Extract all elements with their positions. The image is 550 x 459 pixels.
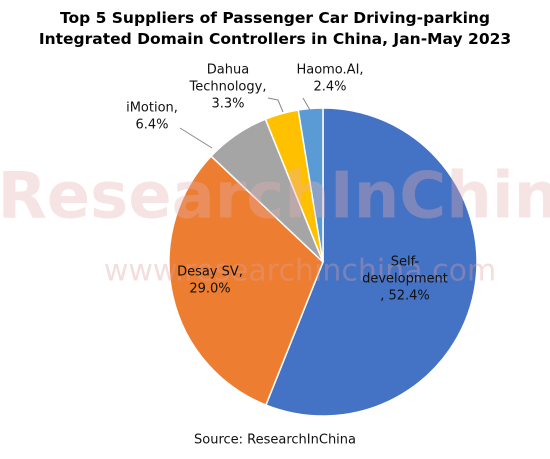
chart-title: Top 5 Suppliers of Passenger Car Driving…: [38, 9, 512, 48]
watermark: www.researchinchina.com: [104, 254, 496, 289]
data-label: 6.4%: [135, 118, 168, 133]
source: Source: ResearchInChina: [194, 433, 356, 448]
data-label: Self-: [391, 255, 420, 270]
data-label: 3.3%: [211, 97, 244, 112]
pie-slice: [168, 155, 324, 407]
pie-slice: [297, 107, 324, 263]
leader-line: [267, 97, 284, 113]
data-label: development: [362, 272, 448, 287]
pie-slice: [264, 107, 478, 417]
data-label: Dahua: [207, 63, 249, 78]
data-label: Desay SV,: [177, 265, 243, 280]
data-label: 2.4%: [313, 80, 346, 95]
data-label: iMotion,: [126, 101, 178, 116]
leader-line: [179, 127, 213, 149]
leader-line: [302, 97, 311, 111]
watermark: ResearchInChina: [0, 160, 550, 234]
data-label: , 52.4%: [380, 289, 430, 304]
pie: [168, 107, 478, 417]
data-label: Haomo.AI,: [296, 63, 363, 78]
data-label: 29.0%: [189, 282, 230, 297]
data-label: Technology,: [189, 80, 267, 95]
